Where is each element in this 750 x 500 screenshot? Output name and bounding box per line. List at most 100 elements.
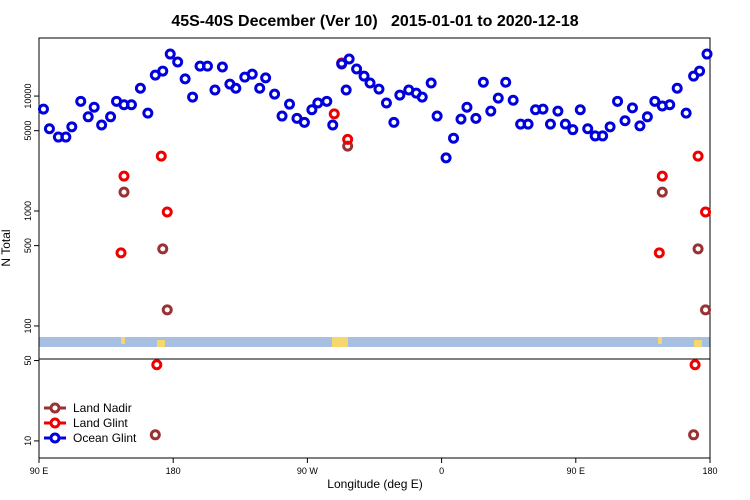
y-tick-label: 50	[23, 356, 33, 366]
point	[155, 150, 167, 162]
point	[619, 115, 631, 127]
point	[485, 105, 497, 117]
point	[209, 84, 221, 96]
y-axis-label: N Total	[0, 229, 13, 266]
point	[440, 152, 452, 164]
x-tick-label: 0	[439, 466, 444, 476]
point	[75, 95, 87, 107]
point	[431, 110, 443, 122]
y-tick-label: 500	[23, 238, 33, 253]
point	[537, 103, 549, 115]
point	[60, 131, 72, 143]
point	[364, 77, 376, 89]
point	[187, 91, 199, 103]
point	[688, 429, 700, 441]
point	[455, 113, 467, 125]
legend-marker	[49, 417, 61, 429]
point	[416, 91, 428, 103]
point	[544, 118, 556, 130]
point	[276, 110, 288, 122]
point	[306, 104, 318, 116]
point	[321, 95, 333, 107]
strip-land	[332, 337, 348, 347]
strip-land	[157, 340, 165, 347]
point	[118, 186, 130, 198]
point	[161, 304, 173, 316]
chart-title: 45S-40S December (Ver 10) 2015-01-01 to …	[171, 13, 578, 30]
legend-marker	[49, 402, 61, 414]
point	[179, 73, 191, 85]
x-tick-label: 180	[702, 466, 717, 476]
x-tick-label: 90 E	[567, 466, 586, 476]
point	[216, 61, 228, 73]
point	[312, 97, 324, 109]
point	[461, 101, 473, 113]
point	[694, 65, 706, 77]
point	[66, 121, 78, 133]
point	[343, 53, 355, 65]
strip-land	[694, 340, 702, 347]
legend-label: Land Glint	[73, 416, 128, 430]
y-tick-label: 100	[23, 318, 33, 333]
point	[692, 150, 704, 162]
y-tick-label: 10	[23, 436, 33, 446]
point	[125, 99, 137, 111]
point	[373, 83, 385, 95]
point	[340, 84, 352, 96]
point	[105, 111, 117, 123]
point	[626, 102, 638, 114]
point	[351, 63, 363, 75]
point	[115, 247, 127, 259]
point	[612, 95, 624, 107]
x-tick-label: 90 E	[30, 466, 49, 476]
point	[567, 124, 579, 136]
legend-label: Ocean Glint	[73, 431, 137, 445]
point	[492, 92, 504, 104]
point	[559, 118, 571, 130]
point	[522, 118, 534, 130]
point	[269, 88, 281, 100]
point	[254, 82, 266, 94]
point	[582, 123, 594, 135]
point	[142, 107, 154, 119]
point	[201, 60, 213, 72]
point	[298, 116, 310, 128]
strip	[39, 337, 710, 347]
legend-label: Land Nadir	[73, 401, 132, 415]
point	[656, 186, 668, 198]
point	[574, 104, 586, 116]
point	[82, 111, 94, 123]
point	[151, 359, 163, 371]
point	[88, 101, 100, 113]
point	[680, 107, 692, 119]
x-tick-label: 90 W	[297, 466, 319, 476]
strip-land	[121, 337, 125, 344]
point	[164, 48, 176, 60]
point	[700, 206, 712, 218]
x-tick-label: 180	[166, 466, 181, 476]
point	[336, 58, 348, 70]
point	[157, 243, 169, 255]
point	[358, 70, 370, 82]
point	[260, 72, 272, 84]
x-axis-label: Longitude (deg E)	[327, 477, 422, 491]
point	[157, 65, 169, 77]
point	[500, 76, 512, 88]
point	[692, 243, 704, 255]
point	[689, 359, 701, 371]
point	[394, 89, 406, 101]
point	[700, 304, 712, 316]
plot-frame	[38, 37, 711, 459]
point	[470, 112, 482, 124]
point	[342, 133, 354, 145]
point	[161, 206, 173, 218]
point	[641, 111, 653, 123]
point	[701, 48, 713, 60]
surface-strip	[39, 337, 710, 347]
point	[604, 121, 616, 133]
y-tick-label: 5000	[23, 121, 33, 141]
point	[388, 116, 400, 128]
strip-land	[658, 337, 662, 344]
point	[597, 130, 609, 142]
